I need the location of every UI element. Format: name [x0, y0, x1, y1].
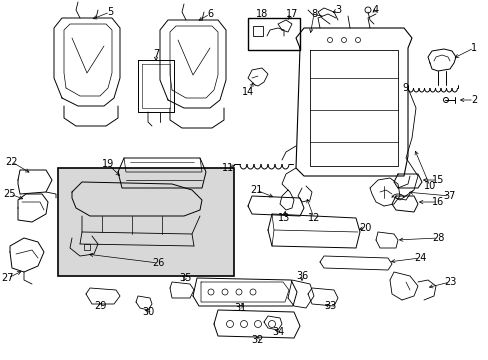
- Text: 13: 13: [277, 213, 289, 223]
- Text: 14: 14: [242, 87, 254, 97]
- Bar: [58, 168, 234, 276]
- Text: 34: 34: [271, 327, 284, 337]
- Bar: [252, 26, 263, 36]
- Text: 2: 2: [470, 95, 476, 105]
- Text: 12: 12: [307, 213, 320, 223]
- Text: 35: 35: [179, 273, 191, 283]
- Text: 30: 30: [142, 307, 154, 317]
- Text: 25: 25: [4, 189, 16, 199]
- Text: 18: 18: [255, 9, 267, 19]
- Text: 1: 1: [470, 43, 476, 53]
- Text: 16: 16: [431, 197, 443, 207]
- Text: 15: 15: [431, 175, 443, 185]
- Text: 17: 17: [285, 9, 298, 19]
- Text: 33: 33: [323, 301, 335, 311]
- Text: 20: 20: [358, 223, 370, 233]
- Text: 21: 21: [249, 185, 262, 195]
- Bar: [247, 18, 299, 50]
- Text: 6: 6: [206, 9, 213, 19]
- Text: 29: 29: [94, 301, 106, 311]
- Text: 11: 11: [222, 163, 234, 173]
- Text: 28: 28: [431, 233, 443, 243]
- Text: 19: 19: [102, 159, 114, 169]
- Text: 31: 31: [233, 303, 245, 313]
- Text: 4: 4: [372, 5, 378, 15]
- Text: 9: 9: [401, 83, 407, 93]
- Text: 27: 27: [2, 273, 14, 283]
- Text: 37: 37: [443, 191, 455, 201]
- Text: 24: 24: [413, 253, 426, 263]
- Text: 36: 36: [295, 271, 307, 281]
- Text: 22: 22: [6, 157, 18, 167]
- Text: 23: 23: [443, 277, 455, 287]
- Text: 5: 5: [107, 7, 113, 17]
- Text: 8: 8: [310, 9, 316, 19]
- Text: 26: 26: [151, 258, 164, 268]
- Text: 32: 32: [251, 335, 264, 345]
- Text: 3: 3: [334, 5, 340, 15]
- Text: 10: 10: [423, 181, 435, 191]
- Bar: [84, 244, 90, 250]
- Text: 7: 7: [153, 49, 159, 59]
